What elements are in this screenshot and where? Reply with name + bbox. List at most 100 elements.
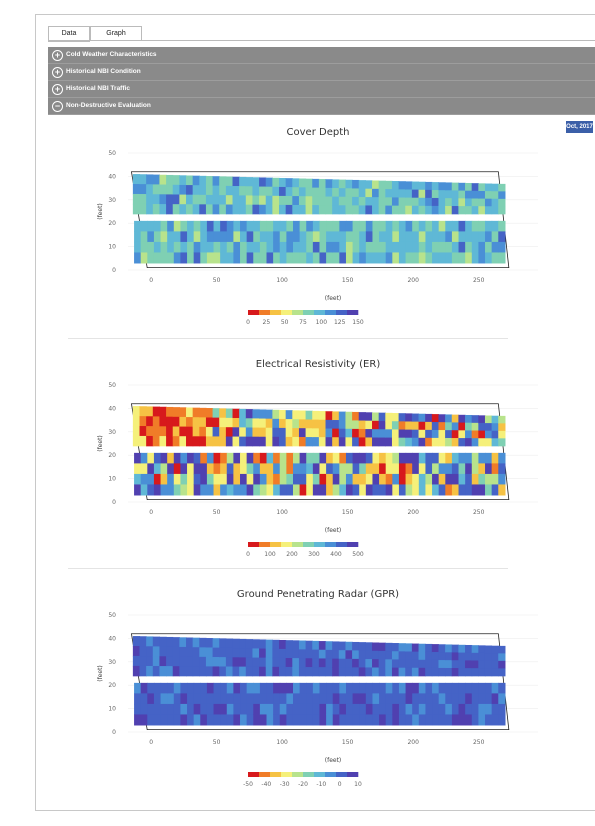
- accordion-cold-weather[interactable]: + Cold Weather Characteristics: [48, 47, 595, 64]
- heatmap-cell: [451, 190, 459, 199]
- colorbar-tick-label: 25: [263, 319, 271, 326]
- heatmap-cell: [431, 190, 440, 199]
- heatmap-cell: [160, 484, 168, 496]
- heatmap-cell: [385, 642, 393, 652]
- colorbar-tick-label: 0: [338, 781, 342, 788]
- heatmap-cell: [212, 427, 220, 437]
- heatmap-cell: [213, 252, 221, 264]
- heatmap-cell: [445, 452, 453, 464]
- x-tick-label: 250: [473, 509, 485, 516]
- heatmap-cell: [445, 252, 453, 264]
- heatmap-cell: [338, 428, 347, 438]
- divider: [68, 568, 508, 569]
- heatmap-cell: [225, 417, 234, 428]
- heatmap-cell: [226, 714, 234, 726]
- heatmap-cell: [259, 484, 268, 496]
- heatmap-cell: [139, 665, 147, 677]
- heatmap-cell: [458, 252, 466, 264]
- heatmap-cell: [338, 205, 347, 215]
- heatmap-cell: [173, 693, 182, 705]
- heatmap-cell: [425, 220, 433, 232]
- heatmap-cell: [166, 204, 174, 215]
- heatmap-lane: [132, 406, 506, 447]
- heatmap-cell: [485, 682, 493, 694]
- heatmap-cell: [292, 204, 300, 215]
- heatmap-cell: [372, 188, 380, 198]
- heatmap-cell: [252, 195, 260, 206]
- heatmap-cell: [259, 703, 268, 715]
- heatmap-cell: [465, 220, 473, 232]
- heatmap-cell: [385, 189, 393, 198]
- heatmap-cell: [359, 484, 367, 496]
- heatmap-cell: [471, 668, 479, 677]
- heatmap-cell: [378, 420, 386, 430]
- heatmap-cell: [179, 194, 187, 205]
- heatmap-cell: [312, 437, 320, 447]
- heatmap-cell: [484, 653, 493, 662]
- heatmap-cell: [432, 473, 440, 485]
- colorbar-segment: [248, 542, 260, 547]
- heatmap-cell: [273, 241, 281, 253]
- heatmap-cell: [199, 647, 207, 658]
- heatmap-cell: [205, 194, 214, 205]
- heatmap-cell: [478, 415, 486, 424]
- accordion-nbi-condition[interactable]: + Historical NBI Condition: [48, 64, 595, 81]
- heatmap-cell: [132, 646, 141, 657]
- heatmap-cell: [458, 414, 466, 424]
- tab-graph[interactable]: Graph: [90, 26, 142, 41]
- heatmap-cell: [498, 703, 506, 715]
- heatmap-cell: [339, 682, 347, 694]
- heatmap-cell: [167, 252, 175, 264]
- heatmap-cell: [498, 473, 506, 485]
- heatmap-cell: [385, 252, 393, 264]
- heatmap-cell: [378, 437, 386, 447]
- heatmap-cell: [200, 714, 208, 726]
- y-tick-label: 20: [108, 682, 116, 689]
- accordion-nbi-traffic[interactable]: + Historical NBI Traffic: [48, 81, 595, 98]
- heatmap-cell: [166, 416, 174, 427]
- heatmap-cell: [365, 650, 373, 660]
- heatmap-cell: [292, 658, 300, 668]
- heatmap-cell: [478, 652, 486, 662]
- heatmap-cell: [279, 436, 287, 447]
- heatmap-cell: [187, 463, 195, 475]
- heatmap-cell: [253, 463, 261, 475]
- heatmap-cell: [318, 179, 327, 189]
- heatmap-cell: [471, 438, 479, 447]
- heatmap-cell: [379, 452, 387, 464]
- heatmap-cell: [326, 452, 334, 464]
- heatmap-cell: [391, 181, 400, 190]
- heatmap-cell: [146, 636, 154, 647]
- heatmap-cell: [465, 693, 473, 705]
- chart-title: Cover Depth: [287, 127, 350, 138]
- heatmap-cell: [266, 452, 274, 464]
- date-badge[interactable]: Oct, 2017: [566, 121, 593, 133]
- heatmap-cell: [212, 204, 220, 215]
- tab-data[interactable]: Data: [48, 26, 90, 42]
- heatmap-cell: [219, 638, 227, 649]
- heatmap-cell: [192, 426, 200, 437]
- heatmap-cell: [312, 640, 320, 651]
- colorbar-tick-label: 0: [246, 551, 250, 558]
- colorbar-tick-label: -40: [261, 781, 271, 788]
- heatmap-cell: [172, 175, 180, 186]
- heatmap-cell: [438, 660, 446, 669]
- accordion-nde[interactable]: − Non-Destructive Evaluation: [48, 98, 595, 115]
- heatmap-cell: [240, 452, 248, 464]
- heatmap-cell: [352, 682, 360, 694]
- heatmap-cell: [345, 641, 353, 651]
- heatmap-cell: [292, 419, 300, 429]
- heatmap-cell: [180, 252, 188, 264]
- heatmap-cell: [285, 428, 293, 438]
- heatmap-cell: [338, 411, 347, 421]
- colorbar-segment: [347, 772, 359, 777]
- heatmap-cell: [425, 703, 433, 715]
- heatmap-cell: [332, 231, 340, 243]
- heatmap-cell: [465, 682, 473, 694]
- heatmap-cell: [259, 418, 267, 429]
- heatmap-cell: [398, 231, 407, 243]
- heatmap-cell: [339, 463, 347, 475]
- heatmap-cell: [445, 190, 453, 199]
- heatmap-cell: [345, 658, 353, 668]
- heatmap-cell: [272, 666, 280, 677]
